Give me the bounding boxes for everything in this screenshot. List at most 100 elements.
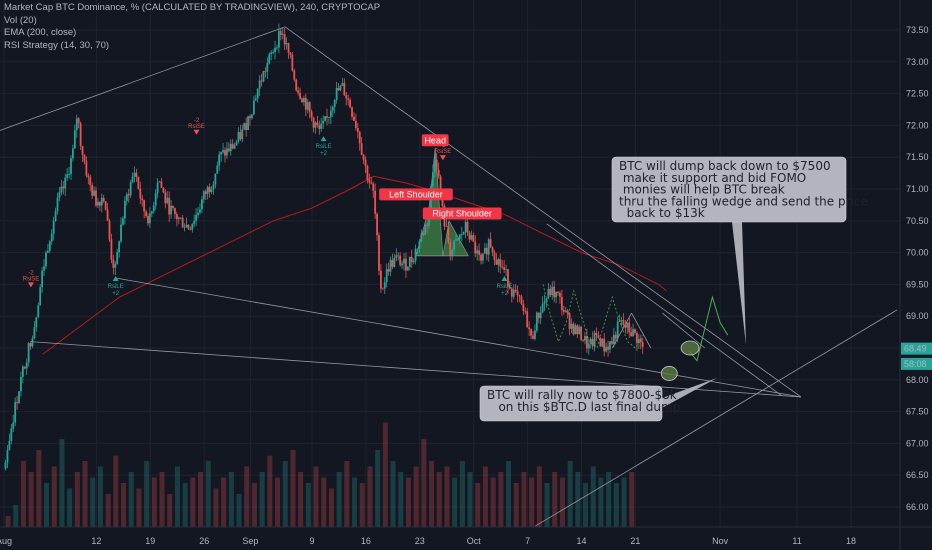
candle-body: [354, 120, 357, 128]
candle-body: [403, 258, 405, 264]
candle-body: [104, 201, 107, 210]
candle-body: [206, 186, 209, 194]
price-axis[interactable]: 73.50 73.00 72.50 72.00 71.50 71.00 70.50 70.00…: [899, 0, 932, 550]
candle-body: [129, 182, 132, 196]
candle-body: [264, 71, 267, 72]
volume-bar: [5, 516, 11, 527]
candle-body: [291, 54, 294, 71]
candle-body: [48, 241, 51, 251]
candle-body: [10, 428, 13, 441]
candle-body: [351, 107, 353, 117]
y-tick-label: 71.00: [906, 184, 929, 194]
candle-body: [266, 63, 269, 72]
x-tick-label: 12: [91, 536, 101, 546]
x-tick-label: Nov: [712, 536, 729, 546]
candle-body: [380, 270, 382, 289]
volume-bar: [436, 472, 442, 527]
candle-body: [582, 339, 584, 341]
candle-body: [256, 88, 259, 99]
signal-long: RsiLE+2: [316, 136, 332, 157]
candle-body: [499, 259, 502, 267]
right-shoulder-tag-bg: [422, 207, 502, 220]
candle-body: [349, 99, 352, 108]
volume-bar: [405, 477, 411, 527]
candle-body: [56, 197, 59, 211]
candle-body: [91, 185, 94, 196]
candle-body: [537, 312, 540, 319]
volume-bar: [598, 477, 604, 527]
candle-body: [535, 312, 538, 331]
candle-body: [366, 166, 369, 180]
candle-body: [237, 132, 240, 142]
signal-label: RsiLE: [316, 144, 332, 150]
candle-body: [455, 239, 457, 241]
candle-body: [168, 197, 171, 215]
candle-body: [574, 325, 577, 335]
volume-bar: [498, 472, 504, 527]
volume-bar: [28, 472, 34, 527]
price-label: 68.49: [901, 342, 932, 355]
note-line: BTC will dump back down to $7500: [619, 159, 831, 173]
volume-bar: [421, 439, 427, 527]
candle-body: [160, 181, 163, 188]
candle-body: [156, 182, 159, 194]
volume-bar: [606, 472, 612, 527]
candle-body: [584, 336, 586, 341]
candle-body: [397, 255, 400, 257]
candle-body: [485, 247, 488, 255]
callout-notes[interactable]: BTC will dump back down to $7500 make it…: [479, 156, 868, 422]
candle-body: [247, 116, 249, 130]
candle-body: [85, 161, 88, 176]
candle-body: [518, 295, 521, 297]
candle-body: [478, 250, 480, 255]
price-label-text: 58:08: [904, 359, 927, 369]
x-tick-label: Sep: [242, 536, 258, 546]
candle-body: [333, 99, 336, 107]
candle-body: [578, 326, 581, 335]
candle-body: [87, 175, 90, 178]
indicator-volume[interactable]: Vol (20): [4, 14, 37, 26]
candle-body: [516, 291, 519, 296]
candle-body: [437, 169, 440, 177]
candle-body: [254, 98, 257, 101]
trendlines[interactable]: [0, 26, 898, 527]
candle-body: [418, 240, 421, 249]
candle-body: [46, 250, 49, 253]
candle-body: [406, 266, 409, 271]
volume-bar: [482, 466, 488, 527]
signal-label: RsiSE: [435, 149, 452, 155]
signal-count: +2: [112, 291, 120, 297]
candle-body: [507, 269, 509, 287]
candle-body: [308, 102, 311, 112]
candle-body: [634, 329, 636, 334]
volume-bar: [375, 450, 381, 527]
candle-body: [564, 310, 567, 312]
candle-body: [23, 366, 26, 369]
candle-body: [362, 154, 365, 160]
candle-body: [283, 34, 286, 45]
candle-body: [356, 127, 359, 132]
candle-body: [102, 197, 105, 202]
time-axis[interactable]: Aug 12 19 26 Sep 9 16 23 Oct 7 14 21 Nov 11 18: [0, 526, 932, 546]
candle-body: [285, 43, 288, 45]
volume-bar: [121, 483, 127, 527]
candle-body: [164, 192, 167, 204]
candle-body: [431, 172, 434, 187]
indicator-ema[interactable]: EMA (200, close): [4, 27, 77, 38]
candle-body: [162, 187, 165, 193]
note-pointer: [732, 222, 746, 345]
volume-bar: [198, 472, 204, 527]
left-shoulder-tag: Left Shoulder: [379, 188, 453, 201]
indicator-rsi-strategy[interactable]: RSI Strategy (14, 30, 70): [4, 39, 110, 51]
volume-bar: [182, 483, 188, 527]
chart-title[interactable]: Market Cap BTC Dominance, % (CALCULATED …: [4, 2, 381, 13]
y-tick-label: 71.50: [906, 152, 929, 162]
note-line: monies will help BTC break: [619, 183, 785, 197]
signal-arrow-up: [501, 276, 508, 282]
candle-body: [312, 117, 315, 128]
volume-bar: [167, 494, 173, 527]
candle-body: [158, 181, 161, 183]
x-tick-label: 11: [792, 536, 801, 546]
